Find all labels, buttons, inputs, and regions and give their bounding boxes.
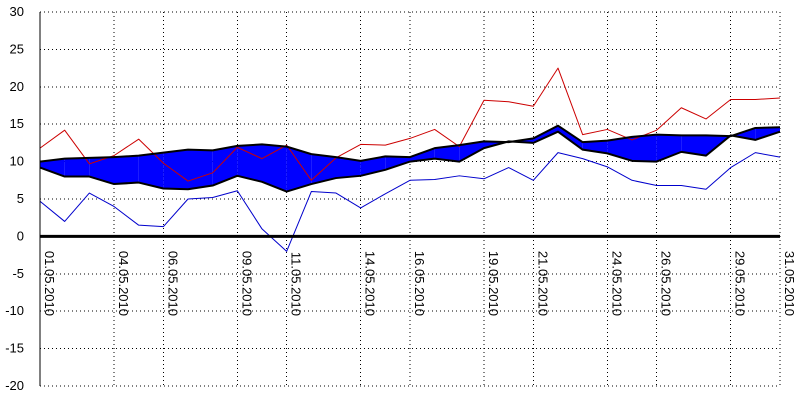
band-segment <box>188 149 213 190</box>
series-lines <box>39 67 781 252</box>
band-segment <box>336 157 361 179</box>
series-line-band-upper <box>39 124 781 163</box>
y-tick-label: 25 <box>10 41 24 56</box>
x-tick-label: 21.05.2010 <box>535 251 550 316</box>
series-line-band-lower <box>39 130 781 193</box>
band-segment <box>89 157 114 185</box>
x-tick-label: 24.05.2010 <box>609 251 624 316</box>
y-tick-label: 0 <box>17 228 24 243</box>
x-tick-label: 26.05.2010 <box>659 251 674 316</box>
x-tick-label: 11.05.2010 <box>289 252 304 316</box>
band-segment <box>755 127 780 140</box>
band-segment <box>434 145 460 162</box>
y-tick-label: -10 <box>5 303 24 318</box>
tick-labels: 30 25 20 15 10 5 0 -5 -10 -15 -20 01.05.2010 04.05.2… <box>5 4 797 393</box>
band-segment <box>114 155 139 185</box>
series-line-min <box>39 152 781 252</box>
band-segment <box>163 149 188 190</box>
y-tick-label: -5 <box>12 266 24 281</box>
band-segment <box>410 148 435 162</box>
x-tick-label: 06.05.2010 <box>165 251 180 316</box>
band-segment <box>459 141 484 162</box>
band-segment <box>632 134 657 162</box>
band-segment <box>138 152 164 189</box>
x-tick-label: 19.05.2010 <box>486 251 501 316</box>
band-segment <box>237 144 262 182</box>
band-segment <box>656 134 682 162</box>
x-tick-label: 01.05.2010 <box>42 251 57 316</box>
x-tick-label: 14.05.2010 <box>363 251 378 316</box>
x-tick-label: 16.05.2010 <box>412 251 427 316</box>
x-tick-label: 09.05.2010 <box>239 251 254 316</box>
band-segment <box>732 127 756 140</box>
y-tick-label: 10 <box>10 154 24 169</box>
x-tick-label: 31.05.2010 <box>782 251 797 316</box>
band-segment <box>64 157 90 177</box>
band-segment <box>262 144 287 192</box>
band-segment <box>40 158 65 177</box>
y-tick-label: -20 <box>5 378 24 393</box>
band-segment <box>212 145 238 186</box>
y-tick-label: 5 <box>17 191 24 206</box>
y-tick-label: 15 <box>10 116 24 131</box>
y-tick-label: 20 <box>10 79 24 94</box>
band-segment <box>286 146 312 192</box>
x-tick-label: 04.05.2010 <box>116 251 131 316</box>
band-segment <box>681 135 706 156</box>
x-tick-label: 29.05.2010 <box>733 251 748 316</box>
axes <box>39 12 780 386</box>
series-line-max <box>39 67 781 182</box>
y-tick-label: -15 <box>5 341 24 356</box>
band-segment <box>385 156 410 170</box>
y-tick-label: 30 <box>10 4 24 19</box>
band-segment <box>558 125 583 150</box>
